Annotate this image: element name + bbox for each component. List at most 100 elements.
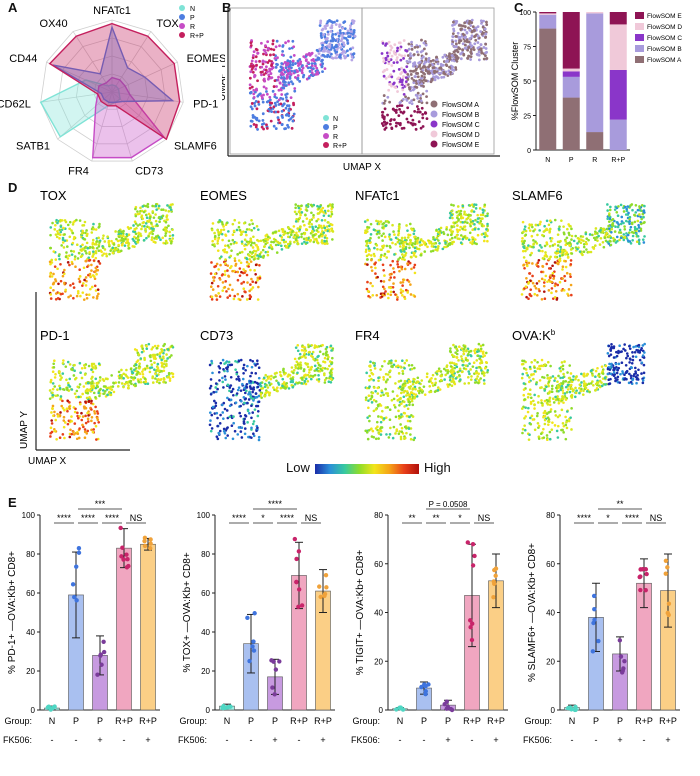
umap-heatmap-cell <box>377 379 380 383</box>
umap-heatmap-cell <box>92 384 95 388</box>
umap-heatmap-cell <box>308 239 312 243</box>
umap-cell-flowsom <box>392 118 396 122</box>
umap-heatmap-cell <box>484 360 488 364</box>
umap-heatmap-cell <box>85 293 88 296</box>
umap-cell-group <box>248 86 252 90</box>
umap-heatmap-cell <box>553 284 557 288</box>
umap-heatmap-cell <box>401 359 404 362</box>
umap-heatmap-cell <box>237 225 241 229</box>
umap-cell-group <box>324 24 328 28</box>
umap-legend-dot-flowsom <box>430 110 438 118</box>
umap-heatmap-cell <box>86 411 89 415</box>
umap-heatmap-cell <box>240 399 243 403</box>
umap-heatmap-cell <box>392 425 396 429</box>
umap-heatmap-cell <box>552 277 555 280</box>
umap-heatmap-cell <box>214 401 218 405</box>
umap-heatmap-cell <box>611 222 615 225</box>
umap-cell-flowsom <box>442 70 446 74</box>
umap-heatmap-cell <box>238 274 242 277</box>
umap-cell-flowsom <box>421 55 425 59</box>
umap-cell-group <box>317 57 320 61</box>
umap-heatmap-cell <box>412 438 416 442</box>
umap-heatmap-cell <box>533 292 537 296</box>
umap-heatmap-cell <box>617 205 620 208</box>
umap-heatmap-cell <box>292 225 296 228</box>
umap-heatmap-cell <box>394 432 397 435</box>
radar-axis-label: EOMES <box>187 53 225 65</box>
umap-heatmap-cell <box>391 436 395 440</box>
umap-cell-flowsom <box>477 58 481 62</box>
umap-heatmap-cell <box>407 233 410 237</box>
umap-cell-group <box>349 30 353 33</box>
umap-heatmap-cell <box>231 288 234 292</box>
umap-heatmap-cell <box>226 416 230 420</box>
umap-cell-group <box>293 87 297 90</box>
umap-heatmap-cell <box>407 393 410 397</box>
umap-heatmap-cell <box>556 233 560 236</box>
umap-cell-flowsom <box>414 127 418 131</box>
radar-series-RP <box>48 22 181 141</box>
umap-heatmap-cell <box>52 272 55 276</box>
umap-cell-group <box>334 56 337 60</box>
umap-heatmap-cell <box>224 234 228 237</box>
umap-heatmap-cell <box>395 428 399 431</box>
umap-heatmap-cell <box>51 221 54 225</box>
umap-cell-group <box>281 49 285 53</box>
umap-heatmap-cell <box>396 296 399 299</box>
umap-heatmap-cell <box>241 377 245 381</box>
umap-heatmap-cell <box>477 227 480 231</box>
umap-heatmap-cell <box>311 227 315 231</box>
umap-cell-group <box>249 70 253 74</box>
umap-cell-group <box>276 110 280 114</box>
umap-heatmap-cell <box>400 236 404 240</box>
umap-cell-group <box>255 63 258 67</box>
umap-heatmap-cell <box>216 416 219 420</box>
umap-cell-flowsom <box>420 106 424 110</box>
umap-heatmap-cell <box>59 378 62 381</box>
umap-heatmap-cell <box>256 414 260 418</box>
umap-heatmap-cell <box>256 359 259 363</box>
umap-heatmap-cell <box>244 230 248 234</box>
umap-heatmap-cell <box>140 350 144 354</box>
umap-cell-group <box>282 73 285 76</box>
umap-cell-group <box>329 26 333 30</box>
umap-heatmap-cell <box>249 380 252 383</box>
umap-cell-group <box>319 21 322 25</box>
umap-heatmap-cell <box>154 219 158 223</box>
umap-heatmap-cell <box>218 429 222 433</box>
umap-heatmap-cell <box>152 216 156 219</box>
umap-heatmap-cell <box>405 242 409 246</box>
umap-heatmap-cell <box>138 372 142 376</box>
umap-cell-flowsom <box>405 117 409 121</box>
umap-heatmap-cell <box>450 384 454 387</box>
umap-cell-flowsom <box>443 72 447 76</box>
umap-heatmap-cell <box>564 253 567 256</box>
umap-heatmap-cell <box>125 368 128 372</box>
umap-heatmap-cell <box>75 395 78 399</box>
umap-heatmap-cell <box>53 385 57 388</box>
radar-legend-dot <box>179 14 185 20</box>
umap-heatmap-cell <box>398 269 401 273</box>
umap-cell-group <box>305 58 308 62</box>
umap-cell-group <box>269 47 273 51</box>
umap-heatmap-cell <box>229 242 233 246</box>
umap-cell-group <box>255 118 259 122</box>
umap-heatmap-cell <box>471 236 474 239</box>
umap-heatmap-cell <box>73 392 77 395</box>
umap-heatmap-cell <box>437 244 440 248</box>
umap-heatmap-cell <box>550 280 554 284</box>
umap-heatmap-cell <box>535 282 539 285</box>
umap-heatmap-cell <box>249 358 252 362</box>
umap-heatmap-cell <box>433 383 437 387</box>
umap-heatmap-cell <box>448 216 452 220</box>
umap-heatmap-cell <box>622 238 626 242</box>
umap-heatmap-cell <box>638 208 642 212</box>
umap-heatmap-cell <box>145 216 149 219</box>
umap-heatmap-cell <box>69 294 72 298</box>
umap-heatmap-cell <box>214 386 218 389</box>
umap-heatmap-cell <box>72 221 75 224</box>
umap-heatmap-cell <box>327 380 331 383</box>
umap-heatmap-cell <box>639 215 642 219</box>
umap-heatmap-cell <box>307 222 311 225</box>
umap-heatmap-cell <box>97 391 100 395</box>
